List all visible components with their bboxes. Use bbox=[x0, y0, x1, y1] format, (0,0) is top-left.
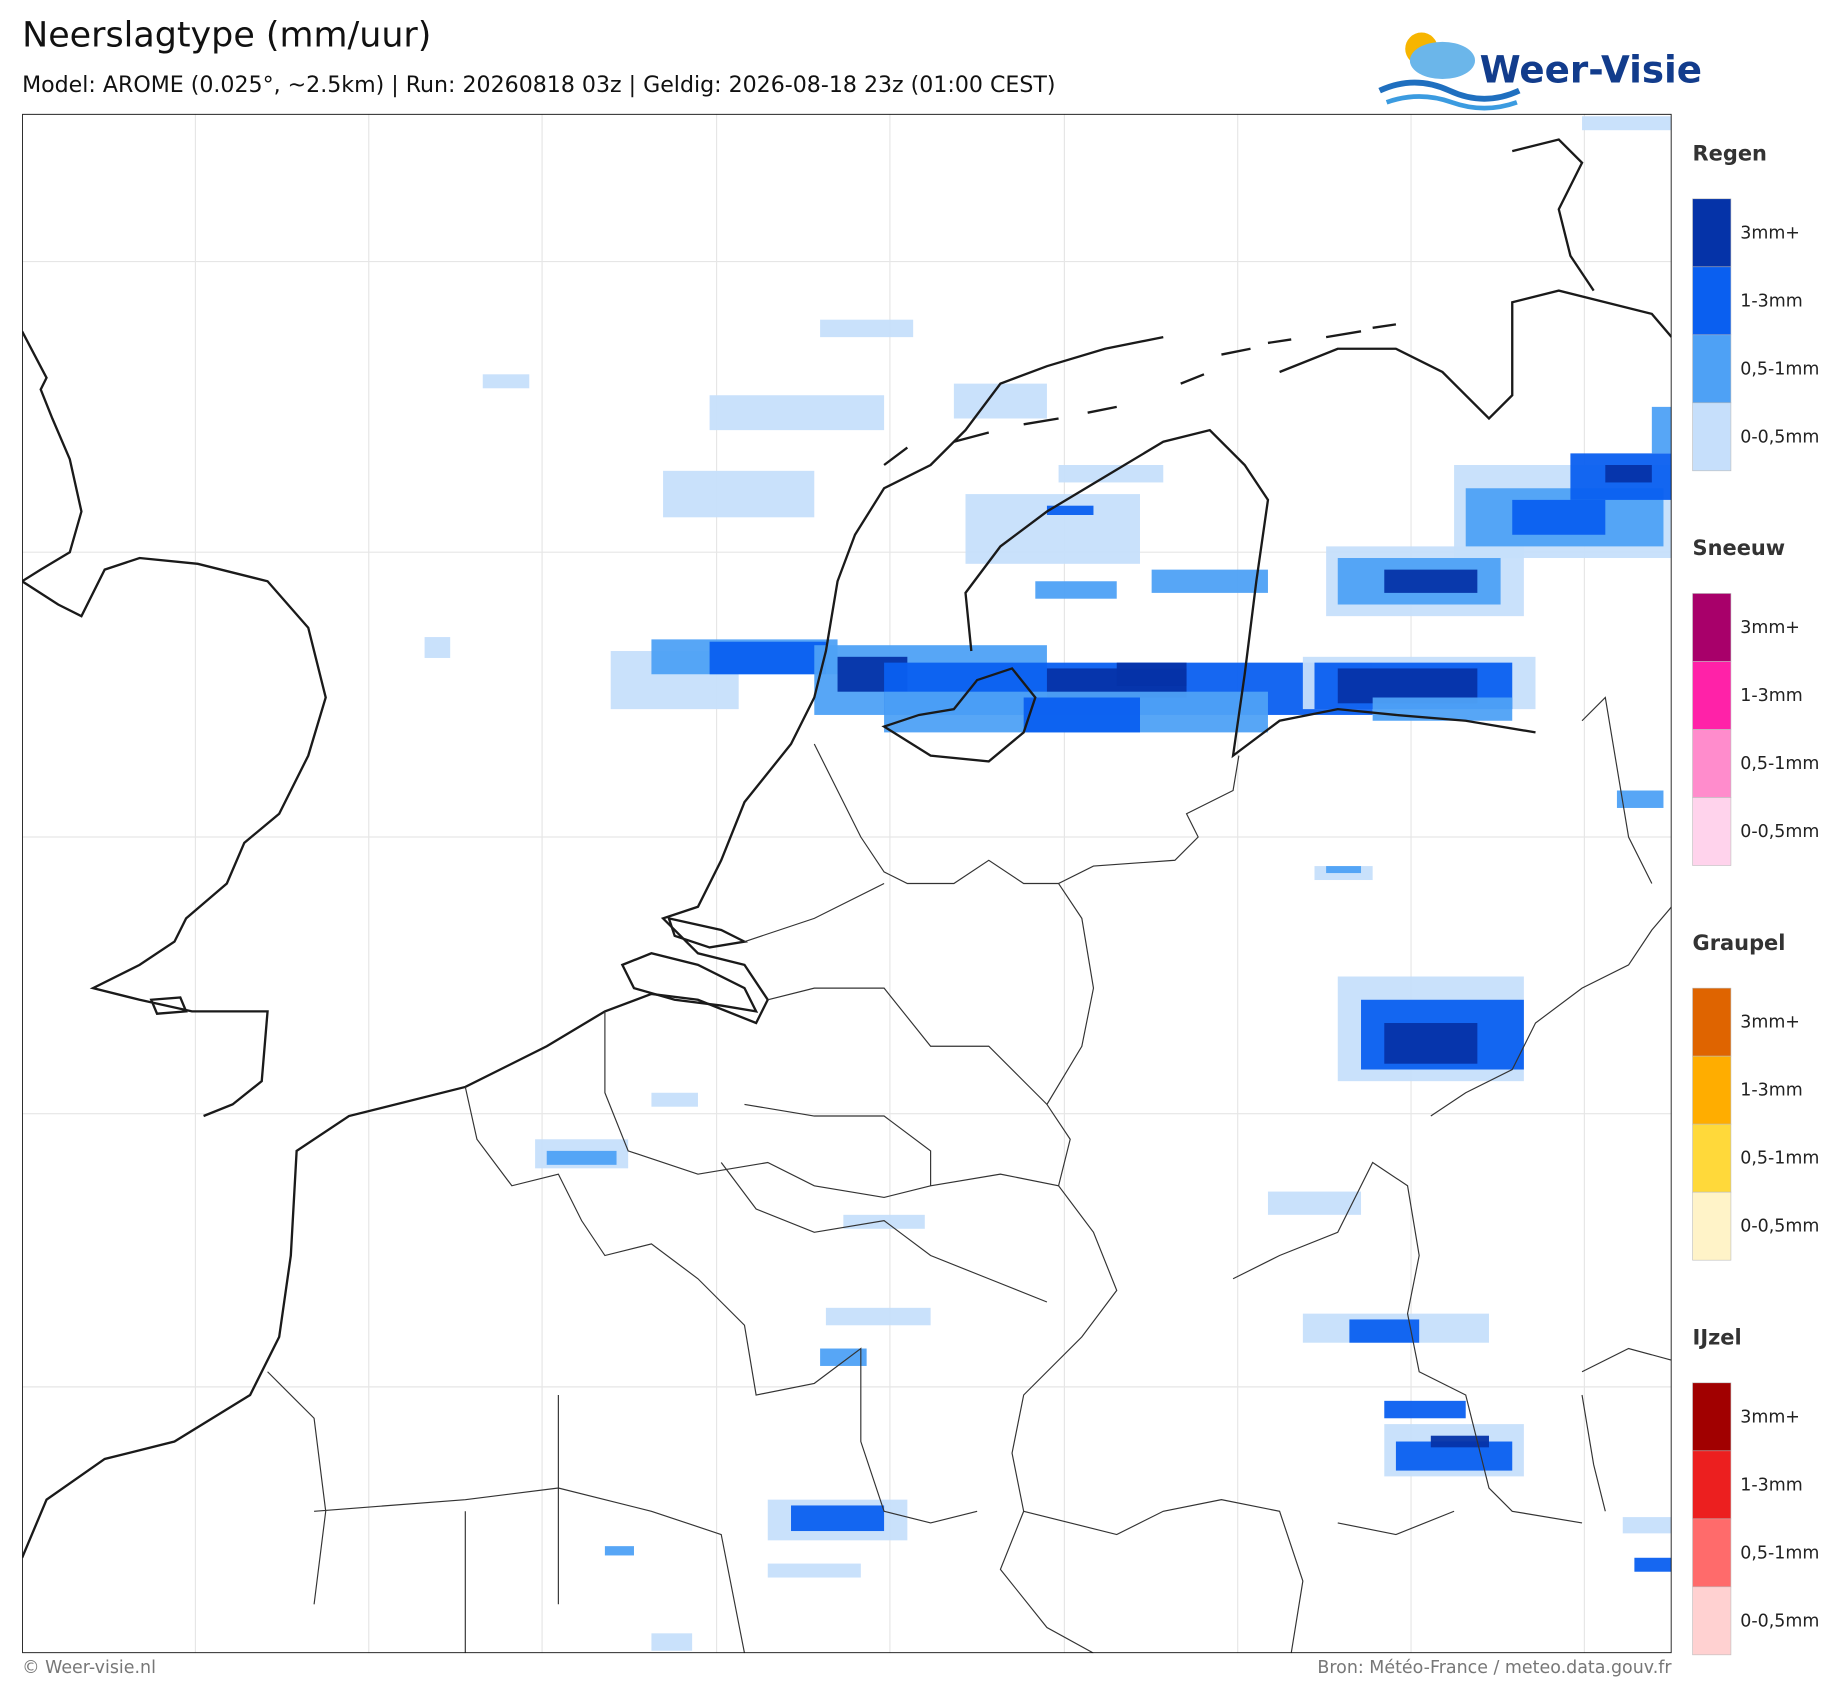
subtitle: Model: AROME (0.025°, ~2.5km) | Run: 202… bbox=[22, 72, 1055, 98]
precip-area bbox=[1116, 662, 1187, 686]
logo: Weer-Visie bbox=[1378, 32, 1702, 111]
legend-label: 3mm+ bbox=[1740, 223, 1800, 243]
precip-area bbox=[820, 1348, 867, 1366]
precip-area bbox=[767, 1563, 861, 1578]
precip-area bbox=[651, 1092, 698, 1107]
precip-area bbox=[1430, 1435, 1489, 1448]
legend-label: 1-3mm bbox=[1740, 1081, 1802, 1101]
legend-label: 0-0,5mm bbox=[1740, 1217, 1819, 1237]
legend-swatch bbox=[1692, 593, 1732, 662]
precip-area bbox=[965, 494, 1140, 564]
legend-swatch bbox=[1692, 198, 1732, 268]
precip-area bbox=[1384, 1023, 1478, 1064]
precip-area bbox=[1035, 581, 1117, 599]
precip-area bbox=[604, 1546, 634, 1556]
legend-title: Sneeuw bbox=[1693, 536, 1786, 560]
precip-area bbox=[709, 395, 885, 431]
legend-label: 0,5-1mm bbox=[1740, 754, 1819, 774]
precip-area bbox=[820, 319, 914, 338]
legend-label: 0-0,5mm bbox=[1740, 427, 1819, 447]
precip-area bbox=[663, 470, 815, 518]
precip-area bbox=[1384, 1400, 1466, 1419]
precip-area bbox=[482, 374, 530, 389]
legend-label: 3mm+ bbox=[1740, 618, 1800, 638]
legend-swatch bbox=[1692, 1518, 1732, 1588]
precip-area bbox=[1372, 697, 1513, 721]
precip-area bbox=[1582, 116, 1672, 131]
legend-swatch bbox=[1692, 1382, 1732, 1452]
precip-area bbox=[1622, 1517, 1672, 1534]
precip-area bbox=[1512, 499, 1606, 535]
precip-area bbox=[546, 1150, 617, 1165]
legend-swatch bbox=[1692, 1055, 1732, 1125]
legend-label: 0,5-1mm bbox=[1740, 1149, 1819, 1169]
legend-label: 0,5-1mm bbox=[1740, 359, 1819, 379]
legend-label: 0-0,5mm bbox=[1740, 1611, 1819, 1631]
precip-area bbox=[791, 1505, 885, 1532]
precip-area bbox=[1151, 569, 1268, 593]
precip-area bbox=[1023, 697, 1140, 733]
footer-left: © Weer-visie.nl bbox=[22, 1658, 156, 1678]
precip-area bbox=[953, 383, 1047, 419]
legend-swatch bbox=[1692, 1191, 1732, 1261]
legend-swatch bbox=[1692, 1123, 1732, 1193]
map bbox=[22, 113, 1672, 1654]
legend-label: 0-0,5mm bbox=[1740, 822, 1819, 842]
legend-swatch bbox=[1692, 797, 1732, 866]
legend-label: 1-3mm bbox=[1740, 1475, 1802, 1495]
title: Neerslagtype (mm/uur) bbox=[22, 16, 431, 56]
precip-area bbox=[1267, 1191, 1362, 1215]
precip-area bbox=[843, 1214, 925, 1229]
legend: Regen 3mm+ 1-3mm 0,5-1mm 0-0,5mm Sneeuw 3mm+ 1-… bbox=[1692, 141, 1819, 1656]
legend-label: 3mm+ bbox=[1740, 1013, 1800, 1033]
precip-area bbox=[424, 637, 451, 658]
logo-text: Weer-Visie bbox=[1480, 48, 1702, 92]
legend-swatch bbox=[1692, 729, 1732, 798]
footer-right: Bron: Météo-France / meteo.data.gouv.fr bbox=[1317, 1658, 1672, 1678]
legend-label: 1-3mm bbox=[1740, 686, 1802, 706]
legend-label: 1-3mm bbox=[1740, 291, 1802, 311]
legend-title: IJzel bbox=[1693, 1325, 1742, 1349]
precip-area bbox=[1651, 406, 1672, 454]
legend-label: 3mm+ bbox=[1740, 1407, 1800, 1427]
precip-area bbox=[1616, 790, 1664, 808]
legend-swatch bbox=[1692, 1450, 1732, 1520]
legend-swatch bbox=[1692, 661, 1732, 730]
legend-swatch bbox=[1692, 334, 1732, 404]
legend-title: Regen bbox=[1693, 141, 1767, 165]
precip-area bbox=[1384, 569, 1478, 593]
precip-area bbox=[825, 1307, 931, 1326]
precip-area bbox=[1349, 1319, 1420, 1343]
legend-swatch bbox=[1692, 987, 1732, 1057]
precip-area bbox=[651, 1633, 693, 1651]
legend-swatch bbox=[1692, 266, 1732, 336]
legend-title: Graupel bbox=[1693, 931, 1786, 955]
legend-swatch bbox=[1692, 1586, 1732, 1656]
precip-area bbox=[1046, 505, 1094, 515]
precip-area bbox=[1605, 465, 1652, 483]
precip-area bbox=[709, 641, 826, 675]
precip-area bbox=[1634, 1557, 1672, 1572]
legend-label: 0,5-1mm bbox=[1740, 1543, 1819, 1563]
precip-area bbox=[1326, 866, 1362, 874]
legend-swatch bbox=[1692, 402, 1732, 472]
